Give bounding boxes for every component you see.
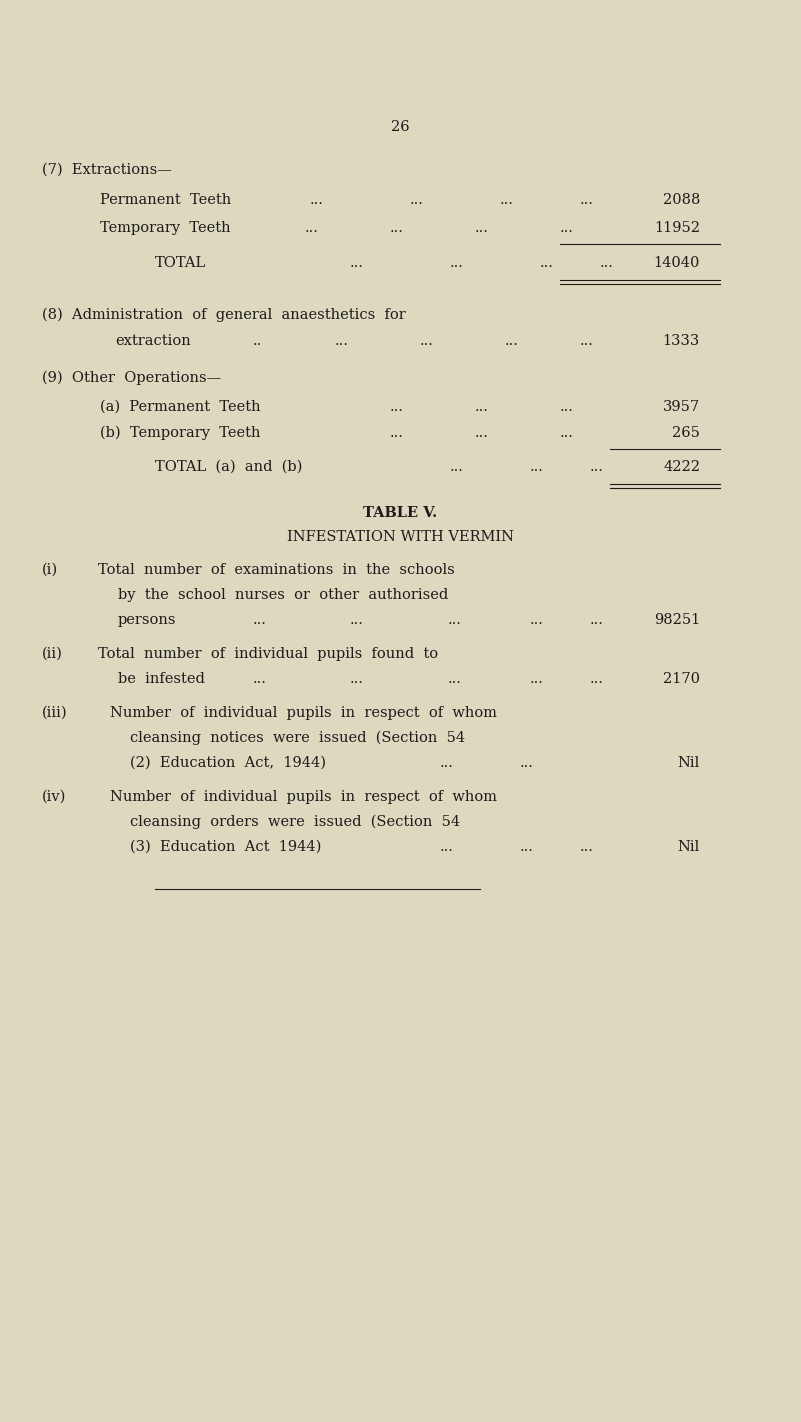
Text: INFESTATION WITH VERMIN: INFESTATION WITH VERMIN bbox=[287, 530, 514, 545]
Text: ...: ... bbox=[580, 193, 594, 208]
Text: (ii): (ii) bbox=[42, 647, 62, 661]
Text: ...: ... bbox=[390, 400, 404, 414]
Text: ...: ... bbox=[420, 334, 434, 348]
Text: ...: ... bbox=[590, 459, 604, 474]
Text: ...: ... bbox=[350, 673, 364, 685]
Text: Number  of  individual  pupils  in  respect  of  whom: Number of individual pupils in respect o… bbox=[110, 705, 497, 720]
Text: ...: ... bbox=[450, 256, 464, 270]
Text: ...: ... bbox=[253, 673, 267, 685]
Text: be  infested: be infested bbox=[118, 673, 205, 685]
Text: Permanent  Teeth: Permanent Teeth bbox=[100, 193, 231, 208]
Text: (a)  Permanent  Teeth: (a) Permanent Teeth bbox=[100, 400, 260, 414]
Text: (i): (i) bbox=[42, 563, 58, 577]
Text: ...: ... bbox=[410, 193, 424, 208]
Text: Temporary  Teeth: Temporary Teeth bbox=[100, 220, 231, 235]
Text: ...: ... bbox=[440, 840, 454, 855]
Text: Nil: Nil bbox=[678, 757, 700, 769]
Text: 14040: 14040 bbox=[654, 256, 700, 270]
Text: (8)  Administration  of  general  anaesthetics  for: (8) Administration of general anaestheti… bbox=[42, 309, 406, 323]
Text: ...: ... bbox=[475, 220, 489, 235]
Text: ...: ... bbox=[475, 427, 489, 439]
Text: 11952: 11952 bbox=[654, 220, 700, 235]
Text: ...: ... bbox=[600, 256, 614, 270]
Text: 2088: 2088 bbox=[662, 193, 700, 208]
Text: ...: ... bbox=[448, 613, 462, 627]
Text: ...: ... bbox=[305, 220, 319, 235]
Text: ..: .. bbox=[253, 334, 262, 348]
Text: ...: ... bbox=[253, 613, 267, 627]
Text: (b)  Temporary  Teeth: (b) Temporary Teeth bbox=[100, 427, 260, 441]
Text: ...: ... bbox=[530, 459, 544, 474]
Text: ...: ... bbox=[590, 673, 604, 685]
Text: 3957: 3957 bbox=[663, 400, 700, 414]
Text: ...: ... bbox=[335, 334, 349, 348]
Text: ...: ... bbox=[475, 400, 489, 414]
Text: ...: ... bbox=[560, 427, 574, 439]
Text: cleansing  orders  were  issued  (Section  54: cleansing orders were issued (Section 54 bbox=[130, 815, 460, 829]
Text: ...: ... bbox=[390, 427, 404, 439]
Text: extraction: extraction bbox=[115, 334, 191, 348]
Text: 26: 26 bbox=[391, 119, 410, 134]
Text: ...: ... bbox=[530, 613, 544, 627]
Text: ...: ... bbox=[560, 400, 574, 414]
Text: ...: ... bbox=[440, 757, 454, 769]
Text: ...: ... bbox=[580, 334, 594, 348]
Text: (2)  Education  Act,  1944): (2) Education Act, 1944) bbox=[130, 757, 326, 769]
Text: (iv): (iv) bbox=[42, 791, 66, 803]
Text: Number  of  individual  pupils  in  respect  of  whom: Number of individual pupils in respect o… bbox=[110, 791, 497, 803]
Text: ...: ... bbox=[530, 673, 544, 685]
Text: ...: ... bbox=[310, 193, 324, 208]
Text: 2170: 2170 bbox=[663, 673, 700, 685]
Text: ...: ... bbox=[580, 840, 594, 855]
Text: 4222: 4222 bbox=[663, 459, 700, 474]
Text: Nil: Nil bbox=[678, 840, 700, 855]
Text: ...: ... bbox=[390, 220, 404, 235]
Text: 98251: 98251 bbox=[654, 613, 700, 627]
Text: (iii): (iii) bbox=[42, 705, 67, 720]
Text: 265: 265 bbox=[672, 427, 700, 439]
Text: by  the  school  nurses  or  other  authorised: by the school nurses or other authorised bbox=[118, 589, 449, 602]
Text: ...: ... bbox=[520, 757, 534, 769]
Text: ...: ... bbox=[500, 193, 514, 208]
Text: TOTAL: TOTAL bbox=[155, 256, 206, 270]
Text: TABLE V.: TABLE V. bbox=[364, 506, 437, 520]
Text: ...: ... bbox=[450, 459, 464, 474]
Text: ...: ... bbox=[520, 840, 534, 855]
Text: 1333: 1333 bbox=[662, 334, 700, 348]
Text: Total  number  of  individual  pupils  found  to: Total number of individual pupils found … bbox=[98, 647, 438, 661]
Text: (9)  Other  Operations—: (9) Other Operations— bbox=[42, 371, 221, 385]
Text: ...: ... bbox=[505, 334, 519, 348]
Text: ...: ... bbox=[350, 256, 364, 270]
Text: ...: ... bbox=[590, 613, 604, 627]
Text: TOTAL  (a)  and  (b): TOTAL (a) and (b) bbox=[155, 459, 302, 474]
Text: ...: ... bbox=[540, 256, 553, 270]
Text: ...: ... bbox=[448, 673, 462, 685]
Text: ...: ... bbox=[560, 220, 574, 235]
Text: ...: ... bbox=[350, 613, 364, 627]
Text: persons: persons bbox=[118, 613, 176, 627]
Text: cleansing  notices  were  issued  (Section  54: cleansing notices were issued (Section 5… bbox=[130, 731, 465, 745]
Text: (3)  Education  Act  1944): (3) Education Act 1944) bbox=[130, 840, 321, 855]
Text: Total  number  of  examinations  in  the  schools: Total number of examinations in the scho… bbox=[98, 563, 455, 577]
Text: (7)  Extractions—: (7) Extractions— bbox=[42, 164, 172, 176]
